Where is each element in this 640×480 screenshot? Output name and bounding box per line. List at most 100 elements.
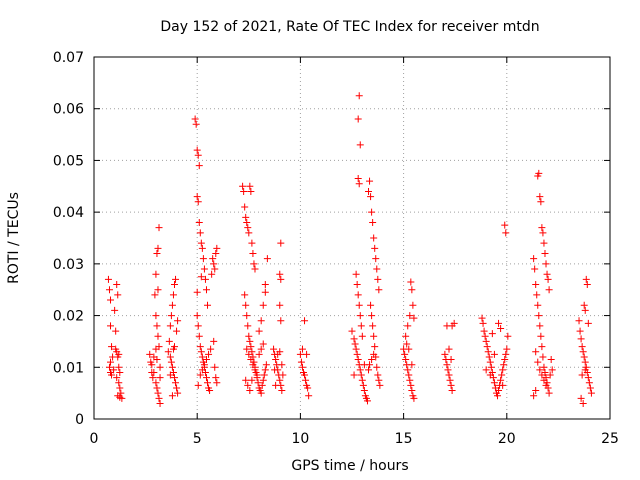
data-point <box>368 312 376 320</box>
data-point <box>537 332 545 340</box>
data-point <box>202 374 210 382</box>
data-point <box>408 361 416 369</box>
data-point <box>542 260 550 268</box>
data-point <box>204 379 212 387</box>
data-point <box>172 275 180 283</box>
data-point <box>369 218 377 226</box>
data-point <box>168 392 176 400</box>
data-point <box>534 301 542 309</box>
data-point <box>548 366 556 374</box>
data-point <box>170 374 178 382</box>
data-point <box>357 322 365 330</box>
data-point <box>146 350 154 358</box>
data-point <box>500 361 508 369</box>
data-point <box>166 322 174 330</box>
data-point <box>533 291 541 299</box>
data-point <box>297 358 305 366</box>
x-tick-label: 25 <box>601 431 619 447</box>
data-point <box>580 301 588 309</box>
data-point <box>375 286 383 294</box>
data-point <box>544 275 552 283</box>
plot-frame <box>93 56 611 420</box>
data-point <box>155 394 163 402</box>
data-point <box>170 281 178 289</box>
data-point <box>490 379 498 387</box>
data-point <box>363 397 371 405</box>
data-point <box>482 366 490 374</box>
data-point <box>154 389 162 397</box>
data-point <box>579 399 587 407</box>
x-tick-label: 0 <box>90 431 99 447</box>
data-point <box>243 345 251 353</box>
data-point <box>277 317 285 325</box>
data-point <box>212 374 220 382</box>
data-point <box>276 301 284 309</box>
data-point <box>360 387 368 395</box>
data-point <box>354 175 362 183</box>
data-point <box>257 345 265 353</box>
data-point <box>198 353 206 361</box>
y-tick-label: 0.01 <box>53 360 84 376</box>
data-point <box>365 187 373 195</box>
data-point <box>156 399 164 407</box>
data-point <box>530 392 538 400</box>
data-point <box>211 363 219 371</box>
data-point <box>115 379 123 387</box>
data-point <box>277 239 285 247</box>
data-point <box>149 374 157 382</box>
data-point <box>404 322 412 330</box>
y-tick-label: 0.05 <box>53 153 84 169</box>
data-point <box>408 387 416 395</box>
data-point <box>358 376 366 384</box>
data-point <box>154 332 162 340</box>
x-tick-label: 15 <box>395 431 413 447</box>
data-point <box>536 322 544 330</box>
data-point <box>356 312 364 320</box>
data-point <box>370 350 378 358</box>
data-point <box>276 376 284 384</box>
data-point <box>153 322 161 330</box>
data-point <box>195 218 203 226</box>
data-point <box>404 366 412 374</box>
data-point <box>490 350 498 358</box>
x-tick-label: 20 <box>498 431 516 447</box>
x-axis-label: GPS time / hours <box>291 458 408 474</box>
data-point <box>497 325 505 332</box>
data-point <box>536 193 544 201</box>
data-point <box>373 265 381 273</box>
data-point <box>207 345 215 353</box>
data-point <box>243 218 251 226</box>
data-point <box>194 381 202 389</box>
data-point <box>113 281 121 289</box>
data-point <box>530 255 538 263</box>
data-point <box>272 381 280 389</box>
data-point <box>403 340 411 348</box>
data-point <box>247 356 255 364</box>
y-tick-labels: 0 0.01 0.02 0.03 0.04 0.05 0.06 0.07 <box>53 50 84 428</box>
data-point <box>210 337 218 345</box>
data-point <box>164 348 172 356</box>
data-point <box>248 239 256 247</box>
data-point <box>407 381 415 389</box>
data-point <box>251 366 259 374</box>
data-point <box>169 345 177 353</box>
data-point <box>541 250 549 258</box>
data-point <box>205 350 213 358</box>
y-tick-label: 0.02 <box>53 309 84 325</box>
data-point <box>497 376 505 384</box>
data-point <box>374 371 382 379</box>
data-point <box>495 387 503 395</box>
data-point <box>450 319 458 327</box>
data-point <box>245 229 253 237</box>
data-point <box>373 363 381 371</box>
data-point <box>116 368 124 376</box>
data-point <box>581 358 589 366</box>
data-point <box>193 146 201 154</box>
data-point <box>540 376 548 384</box>
data-point <box>241 291 249 299</box>
data-point <box>196 371 204 379</box>
data-point <box>115 363 123 371</box>
data-point <box>406 376 414 384</box>
data-point <box>487 363 495 371</box>
data-point <box>167 358 175 366</box>
